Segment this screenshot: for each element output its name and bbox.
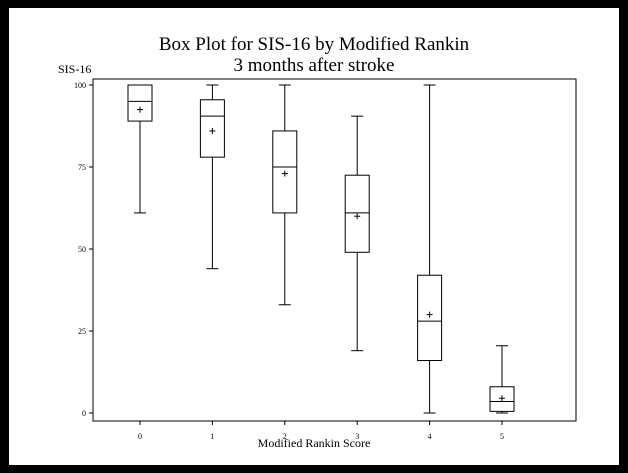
iqr-box xyxy=(344,174,370,253)
iqr-box xyxy=(272,130,298,214)
y-axis-label: SIS-16 xyxy=(58,62,92,76)
iqr-box xyxy=(199,99,225,158)
chart-slide: Box Plot for SIS-16 by Modified Rankin 3… xyxy=(9,8,619,465)
chart-subtitle: 3 months after stroke xyxy=(233,55,395,76)
chart-title: Box Plot for SIS-16 by Modified Rankin xyxy=(158,34,470,55)
box-plot-svg: 0 25 50 75 100 0 1 2 3 4 5 xyxy=(74,78,577,441)
iqr-box xyxy=(417,274,443,362)
y-tick-label: 75 xyxy=(78,163,86,172)
iqr-box xyxy=(127,84,153,122)
y-tick-label: 25 xyxy=(78,327,86,336)
x-tick-label: 3 xyxy=(355,432,359,441)
x-axis-label: Modified Rankin Score xyxy=(257,436,371,450)
x-tick-label: 4 xyxy=(428,432,432,441)
y-tick-label: 50 xyxy=(78,245,86,254)
x-tick-label: 2 xyxy=(283,432,287,441)
iqr-box xyxy=(489,386,515,412)
x-tick-label: 5 xyxy=(500,432,504,441)
y-tick-label: 0 xyxy=(82,409,86,418)
x-tick-label: 1 xyxy=(210,432,214,441)
x-tick-label: 0 xyxy=(138,432,142,441)
plot-frame xyxy=(92,78,577,422)
y-tick-label: 100 xyxy=(74,81,86,90)
